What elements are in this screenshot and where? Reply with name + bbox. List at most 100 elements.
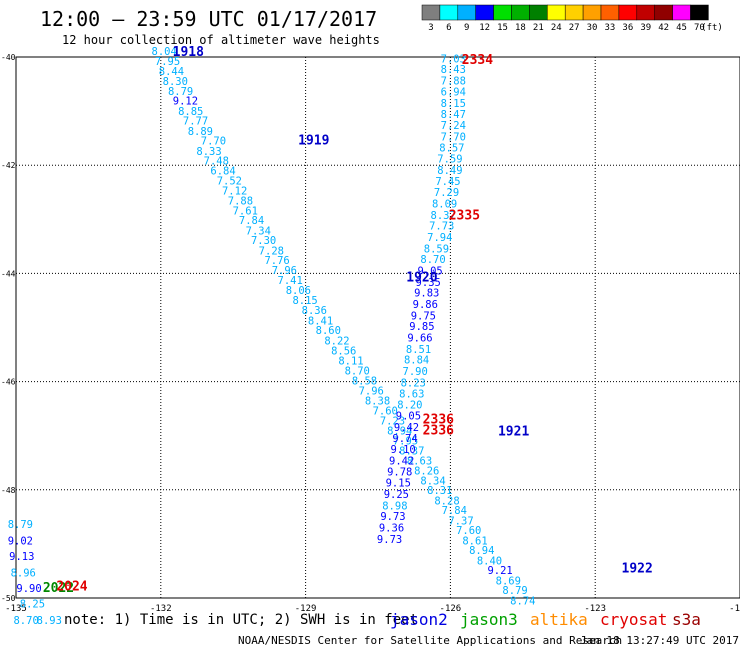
pass-time-label: 1920 [406,271,437,286]
mission-legend: jason2 jason3 altika cryosat s3a [390,610,701,629]
wave-height-value: 8.84 [404,355,429,367]
wave-height-value: 8.23 [401,377,426,389]
wave-height-value: 8.79 [168,86,193,98]
wave-height-value: 7.95 [393,435,418,447]
wave-height-value: 8.79 [8,519,33,531]
lat-lon-grid: -135 -132 -129 -126 -123 -120 -40 -42 -44 -46 -48 -… [1,53,740,614]
wave-height-value: 7.96 [272,265,297,277]
wave-height-value: 9.75 [411,310,436,322]
scale-label: 70 [694,23,705,33]
wave-height-value: 8.58 [352,375,377,387]
wave-height-value: 9.25 [384,489,409,501]
wave-height-value: 8.41 [308,315,333,327]
scale-swatch-3 [421,4,441,21]
wave-height-value: 8.26 [414,466,439,478]
lat-tick-label: -48 [1,486,16,495]
mission-jason2: jason2 [390,610,448,629]
mission-altika: altika [530,610,588,629]
wave-height-value: 8.37 [431,210,456,222]
wave-height-value: 8.22 [324,335,349,347]
pass-time-label: 2022 [43,581,74,596]
scale-swatch-18 [511,4,530,21]
wave-height-value: 9.13 [9,551,34,563]
wave-height-value: 8.89 [188,126,213,138]
scale-swatch-36 [618,4,638,21]
lon-tick-label: -129 [295,604,317,614]
wave-height-value: 7.34 [246,225,271,237]
wave-height-value: 7.23 [380,415,405,427]
map-frame [15,56,740,599]
wave-height-value: 8.43 [441,64,466,76]
wave-height-value: 9.78 [387,467,412,479]
wave-height-value: 8.25 [20,599,45,611]
scale-label: 45 [676,23,687,33]
wave-height-value: 7.29 [434,187,459,199]
wave-height-value: 8.15 [292,295,317,307]
wave-height-value: 8.47 [441,109,466,121]
wave-height-value: 9.21 [487,565,512,577]
wave-height-value: 7.60 [456,525,481,537]
wave-height-value: 7.37 [448,515,473,527]
lat-tick-label: -46 [1,378,16,387]
wave-height-value: 8.09 [432,198,457,210]
wave-height-value: 8.94 [387,426,412,438]
wave-height-value: 8.63 [399,388,424,400]
wave-height-value: 7.94 [427,232,452,244]
scale-swatch-45 [672,4,691,21]
scale-label: 3 [428,23,433,33]
mission-jason3: jason3 [460,610,518,629]
wave-height-value: 8.49 [437,165,462,177]
mission-cryosat: cryosat [600,610,667,629]
scale-unit: (ft) [701,23,723,33]
wave-height-value: 7.84 [239,215,264,227]
wave-height-value: 7.84 [442,505,467,517]
wave-height-value: 8.33 [196,146,221,158]
wave-height-value: 7.61 [233,205,258,217]
lat-tick-label: -44 [1,269,16,278]
scale-swatch-9 [457,4,476,21]
pass-time-label: 2336 [423,412,454,427]
wave-height-value: 8.28 [434,495,459,507]
wave-height-value: 9.74 [392,433,417,445]
wave-height-value: 8.57 [439,143,464,155]
wave-height-value: 9.02 [8,535,33,547]
wave-height-value: 8.20 [397,400,422,412]
wave-height-value: 8.96 [11,567,36,579]
wave-height-value: 7.77 [183,116,208,128]
wave-height-value: 7.28 [259,245,284,257]
wave-height-value: 7.73 [429,221,454,233]
wave-height-value: 8.85 [178,106,203,118]
wave-height-value: 9.90 [16,583,41,595]
pass-time-label: 1918 [173,45,204,60]
wave-height-value: 8.79 [502,585,527,597]
scale-label: 21 [533,23,544,33]
wave-height-value: 9.86 [413,299,438,311]
wave-height-value: 9.15 [386,478,411,490]
pass-time-label: 2336 [423,424,454,439]
wave-height-value: 9.05 [396,410,421,422]
wave-height-value: 8.34 [420,475,445,487]
scale-swatch-30 [582,4,602,21]
scale-label: 24 [551,23,562,33]
scale-swatch-21 [529,4,548,21]
wave-height-value: 7.96 [359,386,384,398]
wave-height-value: 7.45 [435,176,460,188]
pass-time-label: 1919 [298,134,329,149]
scale-swatch-24 [547,4,566,21]
wave-height-value: 7.60 [373,406,398,418]
wave-height-value: 8.69 [496,575,521,587]
wave-height-value: 8.61 [462,535,487,547]
wave-height-value: 7.90 [403,366,428,378]
scale-label: 42 [658,23,669,33]
scale-label: 33 [605,23,616,33]
wave-height-value: 7.59 [437,153,462,165]
wave-height-value: 8.30 [163,76,188,88]
pass-time-label: 2335 [449,208,480,223]
scale-swatch-15 [493,4,512,21]
wave-height-value: 6.84 [210,165,235,177]
wave-height-value: 8.70 [345,366,370,378]
pass-time-label: 1921 [498,425,529,440]
scale-swatch-27 [564,4,584,21]
